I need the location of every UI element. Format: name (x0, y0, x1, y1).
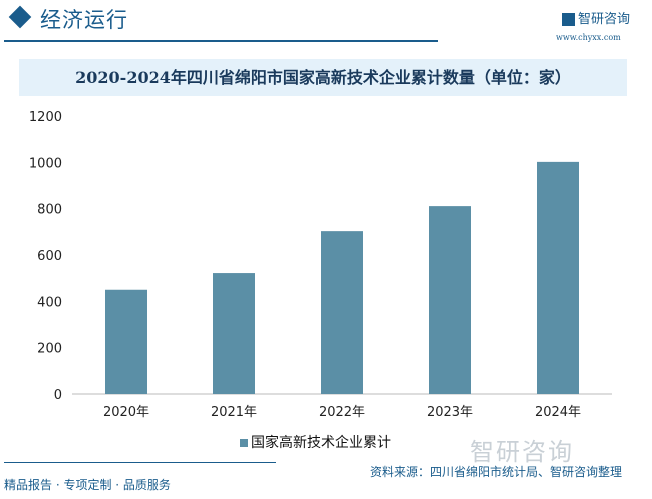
legend-label: 国家高新技术企业累计 (251, 435, 391, 451)
footer-tagline: 精品报告 · 专项定制 · 品质服务 (4, 478, 171, 492)
brand-logo: 智研咨询 (562, 8, 630, 27)
bar (105, 289, 147, 394)
watermark-logo: 智研咨询 (470, 432, 574, 467)
y-tick-label: 600 (37, 249, 62, 264)
bar (213, 273, 255, 394)
x-tick-label: 2021年 (211, 405, 257, 420)
chart-title: 2020-2024年四川省绵阳市国家高新技术企业累计数量（单位：家） (75, 68, 571, 87)
header-divider (4, 40, 438, 42)
logo-text: 智研咨询 (578, 12, 631, 27)
y-tick-label: 400 (37, 295, 62, 310)
legend-swatch (240, 439, 248, 447)
watermark-text: 智研咨询 (470, 438, 574, 466)
y-tick-label: 800 (37, 203, 62, 218)
data-source: 资料来源：四川省绵阳市统计局、智研咨询整理 (370, 465, 623, 479)
chart-title-box: 2020-2024年四川省绵阳市国家高新技术企业累计数量（单位：家） (19, 59, 627, 96)
brand-url: www.chyxx.com (556, 33, 621, 42)
y-tick-label: 1000 (29, 156, 62, 171)
bar (321, 231, 363, 394)
logo-icon (562, 13, 575, 26)
legend: 国家高新技术企业累计 (240, 432, 391, 452)
footer-divider (4, 462, 276, 463)
bar (537, 161, 579, 394)
bar (429, 206, 471, 394)
x-tick-label: 2023年 (427, 405, 473, 420)
x-tick-label: 2020年 (103, 405, 149, 420)
y-tick-label: 200 (37, 342, 62, 357)
y-tick-label: 0 (54, 388, 62, 403)
x-tick-label: 2022年 (319, 405, 365, 420)
y-tick-label: 1200 (29, 110, 62, 125)
x-tick-label: 2024年 (535, 405, 581, 420)
section-title: 经济运行 (40, 8, 128, 32)
